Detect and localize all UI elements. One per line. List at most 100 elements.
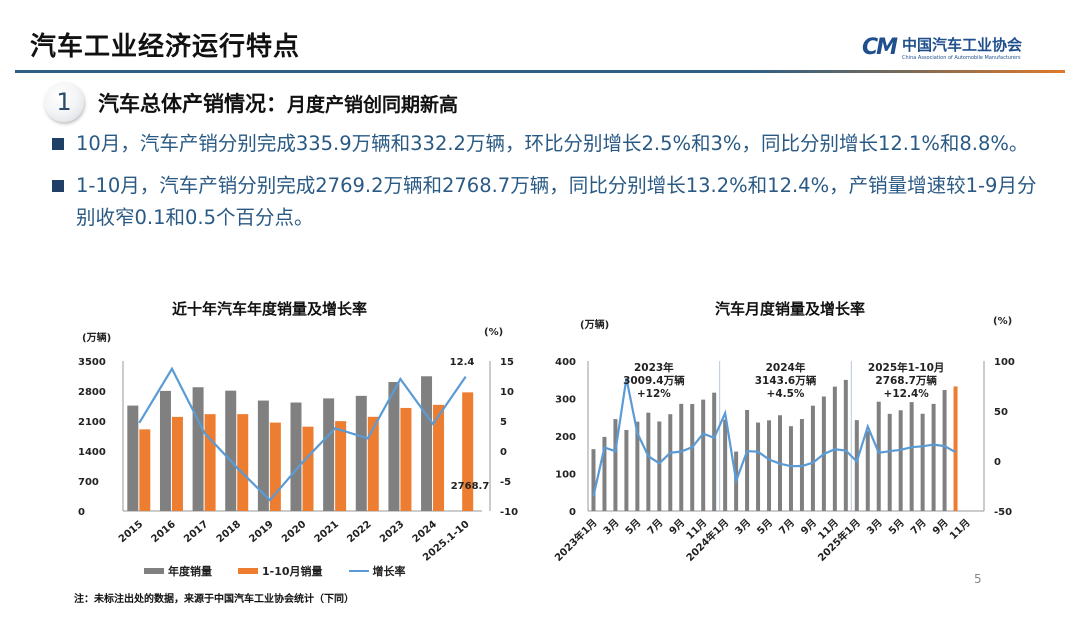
bar-ytd [302, 426, 314, 511]
section-title: 汽车总体产销情况：月度产销创同期新高 [98, 88, 458, 118]
x-tick-label: 2019 [247, 519, 275, 545]
bar-monthly [646, 412, 651, 511]
bar-annual [257, 400, 269, 511]
bar-monthly [898, 410, 903, 511]
group-label-growth: +12% [637, 388, 671, 400]
section-number-badge: 1 [44, 82, 84, 122]
monthly-chart-ylabel: (万辆) [580, 320, 610, 331]
square-bullet-icon [52, 138, 64, 150]
bar-monthly [767, 420, 772, 511]
bar-monthly [942, 390, 947, 511]
monthly-chart-title: 汽车月度销量及增长率 [715, 300, 866, 318]
bar-monthly [701, 399, 706, 511]
bar-monthly [723, 419, 728, 511]
bar-monthly [602, 436, 607, 511]
footnote: 注：未标注出处的数据，来源于中国汽车工业协会统计（下同） [74, 594, 354, 605]
bar-ytd [433, 404, 445, 511]
y2-tick-label: -10 [500, 507, 518, 518]
y-tick-label: 100 [555, 470, 576, 481]
group-label-growth: +4.5% [767, 388, 805, 400]
bar-ytd [237, 414, 249, 511]
bullet-item: 1-10月，汽车产销分别完成2769.2万辆和2768.7万辆，同比分别增长13… [52, 170, 1042, 234]
y-tick-label: 0 [78, 507, 85, 518]
x-tick-label: 11月 [947, 517, 972, 542]
bar-annual [290, 402, 302, 511]
growth-line [138, 366, 467, 502]
y-tick-label: 1400 [78, 447, 106, 458]
monthly-chart-y2label: (%) [993, 316, 1013, 327]
x-tick-label: 5月 [886, 517, 906, 537]
page-number: 5 [974, 572, 982, 586]
legend-label: 年度销量 [168, 565, 212, 578]
bar-monthly [876, 401, 881, 511]
bar-monthly [635, 421, 640, 511]
legend-label: 1-10月销量 [262, 565, 323, 578]
annual-chart-ylabel: (万辆) [82, 333, 112, 344]
bar-ytd [269, 422, 281, 511]
bar-annual [355, 395, 367, 511]
x-tick-label: 2015 [117, 519, 145, 545]
logo-en-text: China Association of Automobile Manufact… [902, 55, 1021, 61]
bar-annual [192, 387, 204, 511]
bullet-text: 10月，汽车产销分别完成335.9万辆和332.2万辆，环比分别增长2.5%和3… [76, 132, 1029, 155]
group-label-total: 3143.6万辆 [755, 374, 817, 387]
y-tick-label: 300 [555, 395, 576, 406]
y2-tick-label: -50 [994, 507, 1012, 518]
y2-tick-label: 100 [994, 357, 1015, 368]
bar-monthly [788, 426, 793, 511]
bar-ytd [400, 407, 412, 511]
bar-monthly [745, 409, 750, 511]
y2-tick-label: 0 [994, 457, 1001, 468]
logo-cn-text: 中国汽车工业协会 [902, 36, 1023, 54]
bar-monthly [591, 449, 596, 511]
bar-monthly [657, 421, 662, 511]
x-tick-label: 2021 [313, 519, 341, 545]
data-label-ytd: 2768.7 [451, 481, 490, 492]
y2-tick-label: -5 [500, 477, 511, 488]
x-tick-label: 7月 [908, 517, 928, 537]
data-label-growth: 12.4 [450, 357, 475, 368]
bar-annual [225, 390, 237, 511]
bar-monthly [668, 414, 673, 511]
bar-monthly [865, 431, 870, 511]
bar-monthly [613, 419, 618, 511]
x-tick-label: 2018 [215, 519, 243, 545]
x-tick-label: 3月 [733, 517, 753, 537]
bar-annual [127, 405, 139, 511]
bullet-text: 1-10月，汽车产销分别完成2769.2万辆和2768.7万辆，同比分别增长13… [76, 174, 1037, 229]
annual-chart-title: 近十年汽车年度销量及增长率 [172, 300, 368, 318]
bar-monthly [887, 413, 892, 511]
y-tick-label: 0 [569, 507, 576, 518]
x-tick-label: 2020 [280, 519, 308, 545]
y-tick-label: 2800 [78, 387, 106, 398]
bar-monthly [712, 392, 717, 511]
annual-chart-y2label: (%) [484, 327, 504, 338]
bar-monthly [810, 405, 815, 511]
y2-tick-label: 50 [994, 407, 1008, 418]
bar-monthly [920, 413, 925, 511]
bar-monthly [690, 404, 695, 511]
x-tick-label: 5月 [623, 517, 643, 537]
x-tick-label: 2023 [378, 519, 406, 545]
bar-monthly [843, 379, 848, 511]
legend-swatch-annual [144, 568, 164, 574]
bar-monthly [909, 402, 914, 511]
bar-annual [388, 382, 400, 511]
y-tick-label: 400 [555, 357, 576, 368]
bar-ytd [335, 421, 347, 511]
group-label-year: 2024年 [766, 361, 806, 374]
y-tick-label: 3500 [78, 357, 106, 368]
bar-annual [421, 376, 433, 511]
section-title-main: 汽车总体产销情况： [98, 92, 287, 116]
growth-line [592, 378, 957, 497]
bar-ytd [367, 416, 379, 511]
bar-monthly [931, 403, 936, 511]
y-tick-label: 200 [555, 432, 576, 443]
y-tick-label: 700 [78, 477, 99, 488]
caam-logo: CM 中国汽车工业协会 China Association of Automob… [862, 34, 1022, 61]
x-tick-label: 2022 [345, 519, 373, 545]
x-tick-label: 2017 [182, 519, 210, 545]
caam-logo-icon: CM [862, 35, 898, 60]
section-subtitle: 月度产销创同期新高 [287, 94, 459, 116]
bar-monthly [624, 430, 629, 511]
